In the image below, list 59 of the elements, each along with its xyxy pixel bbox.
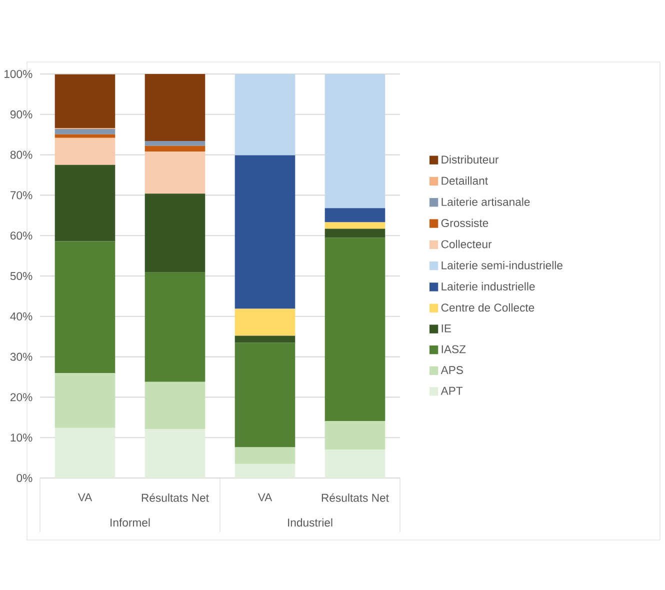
bar [54, 138, 116, 165]
bar [54, 372, 116, 428]
bar [144, 382, 206, 430]
bar [324, 74, 386, 208]
legend-label: Distributeur [442, 155, 499, 164]
legend-label: Laiterie industrielle [442, 282, 535, 290]
legend-label: IASZ [442, 345, 466, 354]
bar [324, 208, 386, 222]
bar [234, 308, 296, 336]
y-tick-label: 0% [16, 474, 32, 482]
legend-label: Collecteur [441, 240, 492, 248]
bar [144, 429, 206, 478]
bar [144, 146, 206, 152]
bar [54, 128, 116, 134]
bar [144, 194, 206, 272]
bar [144, 272, 206, 382]
y-tick-label: 100% [4, 70, 32, 78]
legend-label: Grossiste [441, 218, 488, 228]
bar [54, 74, 116, 128]
bar [234, 336, 296, 343]
bar [144, 74, 206, 142]
bar [144, 141, 206, 146]
text: Industriel [288, 518, 332, 527]
bar [324, 238, 386, 422]
text: Informel [110, 518, 150, 527]
x-tick-label: Résultats Net [142, 493, 209, 502]
y-tick-label: 10% [10, 434, 32, 442]
bar [234, 74, 296, 156]
y-tick-label: 60% [10, 232, 32, 240]
bar [324, 421, 386, 450]
bar [234, 155, 296, 309]
legend-label: Laiterie semi-industrielle [442, 261, 562, 270]
y-tick-label: 30% [10, 352, 32, 361]
bar [234, 447, 296, 464]
x-tick-label: Résultats Net [322, 493, 389, 502]
y-tick-label: 90% [10, 110, 32, 118]
bar [234, 464, 296, 478]
bar [324, 222, 386, 229]
legend-label: APT [440, 386, 463, 395]
legend-label: IE [442, 324, 452, 332]
legend-label: APS [440, 366, 463, 374]
y-tick-label: 50% [10, 272, 32, 280]
bar [324, 228, 386, 238]
legend-label: Centre de Collecte [441, 303, 534, 312]
legend-label: Laiterie artisanale [442, 198, 530, 206]
bar [54, 428, 116, 478]
x-tick-label: VA [258, 493, 272, 502]
legend-label: Detaillant [442, 176, 488, 185]
bar [324, 450, 386, 478]
y-tick-label: 80% [10, 150, 32, 159]
y-tick-label: 40% [10, 312, 32, 320]
bar [54, 241, 116, 373]
bar [54, 134, 116, 138]
x-tick-label: VA [78, 493, 92, 502]
bar [54, 164, 116, 242]
y-tick-label: 20% [10, 393, 32, 402]
bar [144, 152, 206, 194]
y-tick-label: 70% [10, 191, 32, 200]
bar [234, 342, 296, 448]
